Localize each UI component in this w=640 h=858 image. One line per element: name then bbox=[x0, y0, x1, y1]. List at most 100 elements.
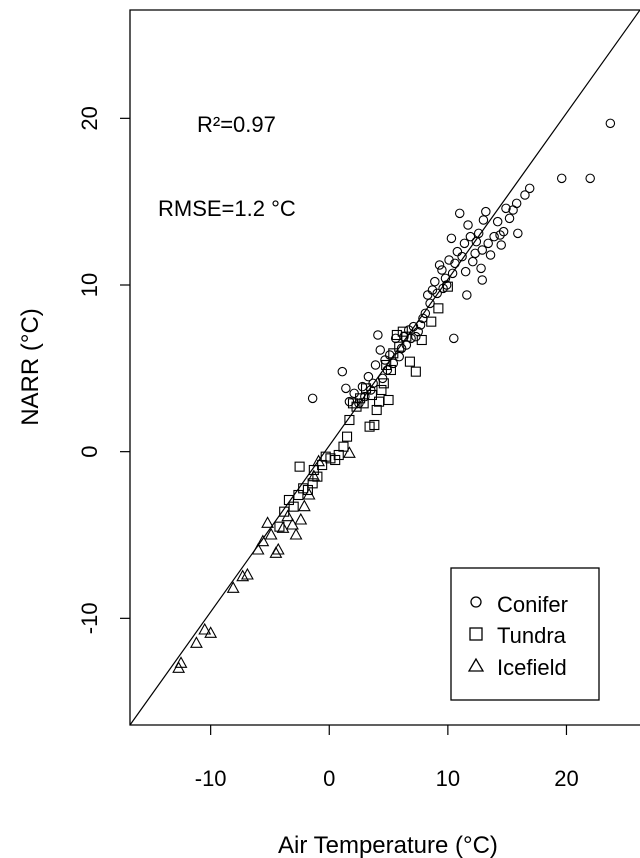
y-tick-label: 20 bbox=[77, 106, 102, 130]
tundra-point bbox=[374, 396, 385, 407]
conifer-point bbox=[341, 383, 351, 394]
icefield-point bbox=[198, 622, 212, 635]
conifer-point bbox=[605, 118, 616, 129]
conifer-point bbox=[384, 350, 395, 360]
legend-label-icefield: Icefield bbox=[497, 655, 567, 680]
conifer-point bbox=[492, 216, 503, 227]
conifer-point bbox=[481, 206, 491, 217]
plot-frame bbox=[129, 9, 640, 726]
conifer-point bbox=[403, 325, 414, 335]
conifer-point bbox=[524, 183, 535, 194]
rmse-annotation: RMSE=1.2 °C bbox=[158, 196, 296, 221]
conifer-point bbox=[363, 371, 374, 382]
tundra-point bbox=[294, 461, 305, 472]
tundra-point bbox=[416, 334, 427, 346]
icefield-point bbox=[342, 446, 356, 458]
conifer-point bbox=[437, 265, 447, 275]
conifer-point bbox=[496, 240, 506, 250]
r-squared-annotation: R²=0.97 bbox=[197, 112, 276, 137]
conifer-point bbox=[478, 215, 489, 225]
icefield-point bbox=[204, 626, 218, 638]
icefield-point bbox=[256, 534, 270, 547]
conifer-point bbox=[432, 288, 442, 299]
tundra-point bbox=[426, 316, 437, 327]
conifer-point bbox=[489, 231, 499, 242]
conifer-point bbox=[307, 393, 318, 404]
icefield-point bbox=[189, 636, 203, 648]
conifer-point bbox=[460, 266, 471, 277]
icefield-point bbox=[251, 542, 265, 555]
icefield-point bbox=[297, 499, 311, 512]
conifer-point bbox=[459, 238, 470, 249]
conifer-point bbox=[415, 320, 426, 330]
conifer-point bbox=[394, 351, 404, 362]
data-points bbox=[172, 118, 616, 673]
conifer-point bbox=[337, 366, 348, 377]
tundra-point bbox=[360, 383, 372, 394]
tundra-legend-marker bbox=[469, 627, 483, 641]
tundra-point bbox=[344, 414, 355, 426]
conifer-point bbox=[508, 205, 518, 215]
conifer-point bbox=[449, 333, 459, 344]
tundra-point bbox=[442, 281, 453, 292]
tundra-point bbox=[394, 341, 405, 352]
conifer-point bbox=[450, 258, 460, 269]
conifer-point bbox=[468, 256, 478, 267]
conifer-point bbox=[520, 190, 530, 200]
conifer-point bbox=[501, 203, 511, 214]
conifer-point bbox=[373, 330, 383, 340]
conifer-point bbox=[444, 255, 454, 265]
conifer-point bbox=[498, 226, 509, 237]
tundra-point bbox=[391, 329, 402, 341]
conifer-point bbox=[434, 260, 445, 270]
tundra-point bbox=[366, 389, 378, 401]
conifer-point bbox=[446, 233, 457, 244]
y-tick-label: -10 bbox=[77, 602, 102, 634]
conifer-point bbox=[504, 213, 515, 224]
legend-label-conifer: Conifer bbox=[497, 592, 568, 617]
conifer-point bbox=[370, 360, 381, 370]
tundra-point bbox=[351, 401, 362, 412]
conifer-point bbox=[441, 280, 452, 290]
conifer-point bbox=[495, 230, 505, 240]
conifer-point bbox=[422, 290, 433, 300]
tundra-point bbox=[388, 348, 399, 359]
conifer-point bbox=[357, 381, 368, 392]
x-tick-label: -10 bbox=[195, 766, 227, 791]
conifer-point bbox=[420, 308, 431, 319]
conifer-point bbox=[454, 208, 465, 219]
icefield-point bbox=[307, 469, 321, 482]
conifer-point bbox=[375, 345, 386, 355]
icefield-point bbox=[312, 454, 326, 467]
conifer-point bbox=[470, 248, 480, 259]
conifer-point bbox=[513, 228, 523, 239]
reference-line-layer bbox=[129, 9, 640, 726]
tundra-point bbox=[364, 421, 375, 432]
conifer-point bbox=[585, 173, 595, 184]
conifer-point bbox=[447, 268, 458, 279]
tundra-point bbox=[371, 404, 382, 416]
conifer-legend-marker bbox=[470, 596, 482, 608]
conifer-point bbox=[430, 276, 440, 287]
tundra-point bbox=[397, 326, 408, 337]
y-tick-label: 10 bbox=[77, 273, 102, 297]
y-axis-title: NARR (°C) bbox=[17, 308, 44, 426]
conifer-point bbox=[471, 236, 482, 247]
icefield-point bbox=[236, 569, 250, 582]
conifer-point bbox=[477, 275, 488, 285]
conifer-point bbox=[457, 251, 467, 262]
tundra-point bbox=[283, 494, 294, 506]
x-axis-title: Air Temperature (°C) bbox=[278, 832, 498, 858]
icefield-point bbox=[271, 542, 285, 555]
legend: Conifer Tundra Icefield bbox=[450, 567, 600, 701]
icefield-point bbox=[240, 567, 254, 580]
tundra-point bbox=[341, 431, 353, 442]
x-tick-label: 0 bbox=[323, 766, 335, 791]
conifer-point bbox=[473, 228, 484, 239]
icefield-point bbox=[174, 656, 188, 668]
x-axis: -10 0 10 20 bbox=[195, 725, 579, 791]
icefield-point bbox=[261, 516, 275, 528]
legend-label-tundra: Tundra bbox=[497, 623, 567, 648]
conifer-point bbox=[452, 246, 463, 257]
tundra-point bbox=[347, 398, 359, 409]
